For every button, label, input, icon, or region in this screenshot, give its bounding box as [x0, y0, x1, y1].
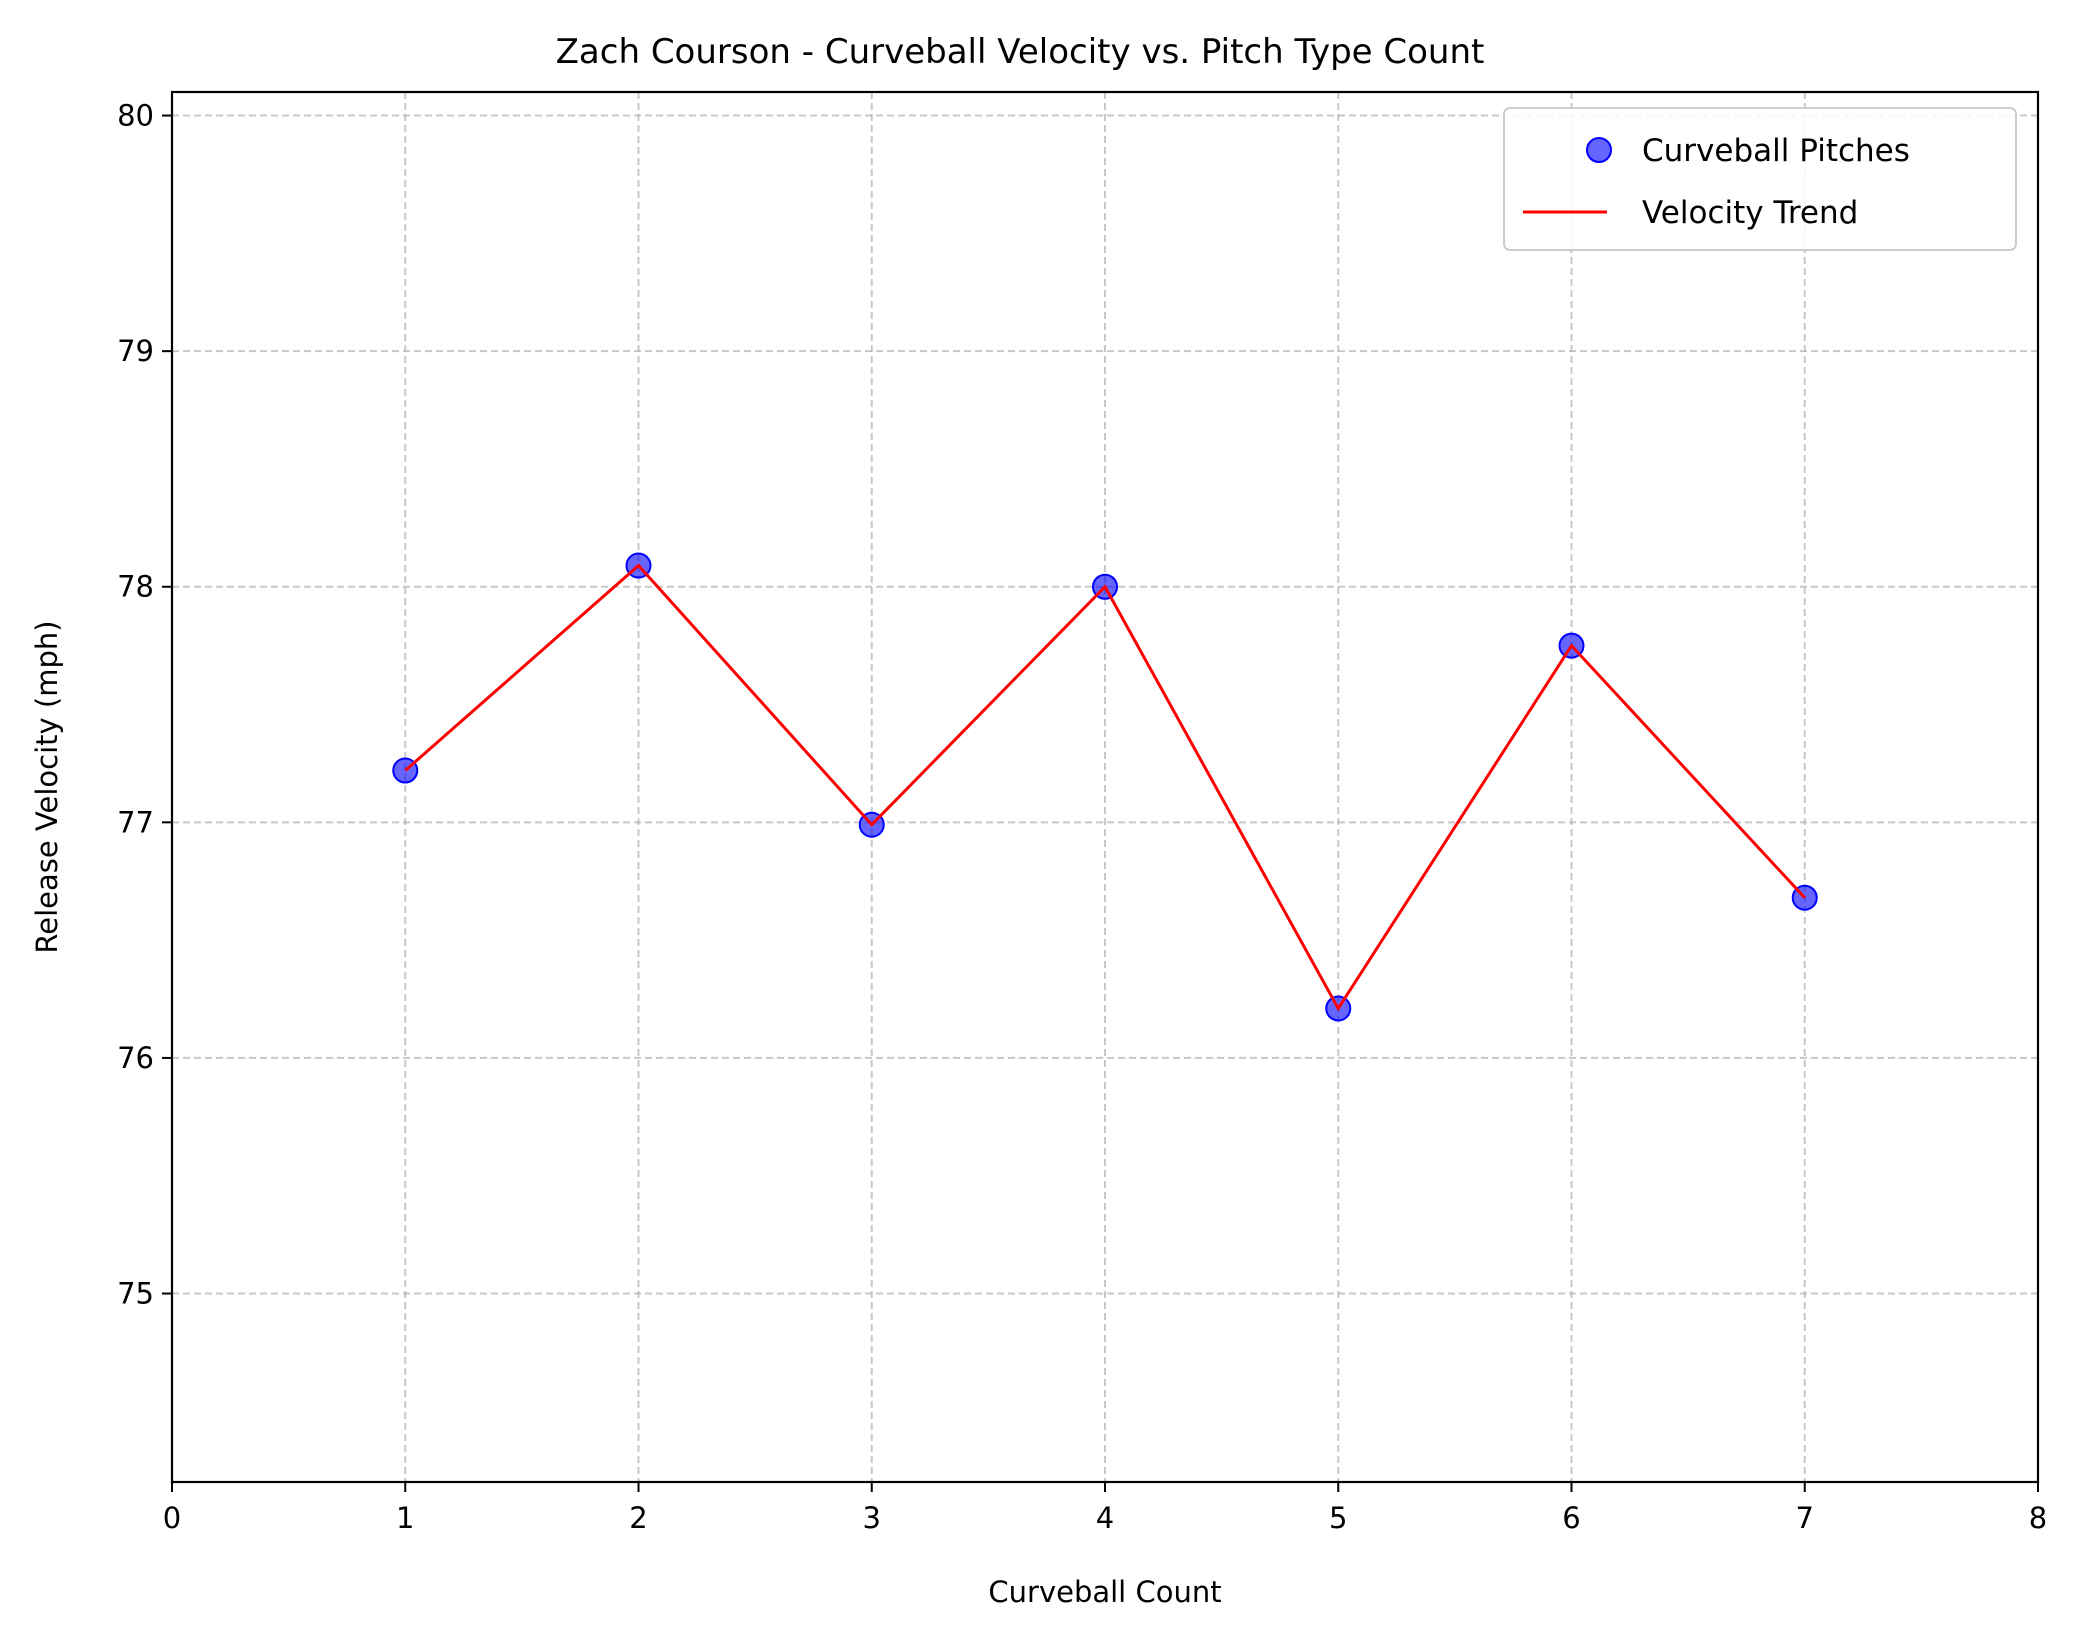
x-tick-label: 8	[2029, 1501, 2047, 1535]
legend-marker-curveball-pitches	[1586, 137, 1612, 163]
x-tick-label: 0	[163, 1501, 181, 1535]
series-layer	[392, 552, 1818, 1022]
chart-title: Zach Courson - Curveball Velocity vs. Pi…	[556, 32, 1485, 72]
x-tick-label: 6	[1562, 1501, 1580, 1535]
x-tick-label: 7	[1796, 1501, 1814, 1535]
velocity-trend-line	[404, 563, 1806, 1012]
y-axis-label: Release Velocity (mph)	[30, 620, 64, 953]
y-tick-label: 76	[117, 1041, 154, 1075]
y-tick-label: 79	[117, 334, 154, 368]
x-tick-label: 3	[863, 1501, 881, 1535]
y-tick-label: 80	[117, 99, 154, 133]
x-tick-label: 2	[629, 1501, 647, 1535]
y-tick-label: 75	[117, 1277, 154, 1311]
legend-box	[1503, 107, 2017, 251]
legend-label-curveball-pitches: Curveball Pitches	[1642, 133, 1910, 169]
x-tick-label: 1	[396, 1501, 414, 1535]
y-tick-label: 77	[117, 805, 154, 839]
x-axis-label: Curveball Count	[988, 1575, 1221, 1609]
y-tick-label: 78	[117, 570, 154, 604]
x-tick-label: 4	[1096, 1501, 1114, 1535]
legend-label-velocity-trend: Velocity Trend	[1642, 195, 1858, 231]
x-tick-label: 5	[1329, 1501, 1347, 1535]
legend: Curveball Pitches Velocity Trend	[1503, 107, 2017, 251]
